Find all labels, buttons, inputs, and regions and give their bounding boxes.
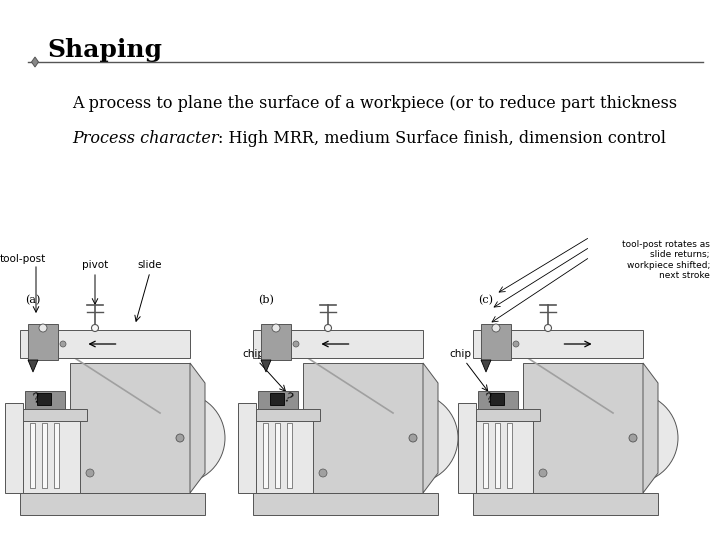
FancyBboxPatch shape: [473, 493, 658, 515]
Text: ?: ?: [283, 392, 293, 406]
FancyBboxPatch shape: [54, 423, 59, 488]
Circle shape: [135, 393, 225, 483]
FancyBboxPatch shape: [261, 324, 291, 360]
Polygon shape: [28, 360, 38, 372]
Text: : High MRR, medium Surface finish, dimension control: : High MRR, medium Surface finish, dimen…: [218, 130, 667, 147]
Circle shape: [293, 341, 299, 347]
FancyBboxPatch shape: [30, 423, 35, 488]
FancyBboxPatch shape: [28, 324, 58, 360]
FancyBboxPatch shape: [473, 330, 643, 358]
Circle shape: [176, 434, 184, 442]
Circle shape: [544, 325, 552, 332]
FancyBboxPatch shape: [263, 423, 268, 488]
FancyBboxPatch shape: [20, 330, 190, 358]
FancyBboxPatch shape: [523, 363, 643, 493]
Text: A process to plane the surface of a workpiece (or to reduce part thickness: A process to plane the surface of a work…: [72, 95, 677, 112]
Text: (c): (c): [478, 295, 493, 305]
FancyBboxPatch shape: [465, 409, 540, 421]
FancyBboxPatch shape: [483, 423, 488, 488]
FancyBboxPatch shape: [258, 391, 298, 409]
Circle shape: [409, 434, 417, 442]
Polygon shape: [423, 363, 438, 493]
FancyBboxPatch shape: [245, 409, 320, 421]
FancyBboxPatch shape: [495, 423, 500, 488]
Polygon shape: [643, 363, 658, 493]
FancyBboxPatch shape: [25, 391, 65, 409]
Text: chip: chip: [449, 349, 471, 359]
FancyBboxPatch shape: [275, 423, 280, 488]
Text: tool-post rotates as
slide returns;
workpiece shifted;
next stroke: tool-post rotates as slide returns; work…: [622, 240, 710, 280]
FancyBboxPatch shape: [481, 324, 511, 360]
FancyBboxPatch shape: [37, 393, 51, 405]
Circle shape: [325, 325, 331, 332]
Text: tool-post: tool-post: [0, 254, 46, 264]
FancyBboxPatch shape: [253, 413, 313, 493]
FancyBboxPatch shape: [70, 363, 190, 493]
Polygon shape: [261, 360, 271, 372]
FancyBboxPatch shape: [507, 423, 512, 488]
Text: pivot: pivot: [82, 260, 108, 270]
FancyBboxPatch shape: [20, 493, 205, 515]
FancyBboxPatch shape: [253, 493, 438, 515]
Text: Process character: Process character: [72, 130, 218, 147]
FancyBboxPatch shape: [12, 409, 87, 421]
Circle shape: [368, 393, 458, 483]
Circle shape: [588, 393, 678, 483]
Circle shape: [272, 324, 280, 332]
FancyBboxPatch shape: [303, 363, 423, 493]
FancyBboxPatch shape: [5, 403, 23, 493]
Text: (a): (a): [25, 295, 40, 305]
Circle shape: [60, 341, 66, 347]
Text: slide: slide: [138, 260, 162, 270]
FancyBboxPatch shape: [238, 403, 256, 493]
Text: (b): (b): [258, 295, 274, 305]
FancyBboxPatch shape: [458, 403, 476, 493]
Text: Shaping: Shaping: [47, 38, 162, 62]
Circle shape: [629, 434, 637, 442]
FancyBboxPatch shape: [42, 423, 47, 488]
FancyBboxPatch shape: [478, 391, 518, 409]
Text: chip: chip: [242, 349, 264, 359]
FancyBboxPatch shape: [473, 413, 533, 493]
Text: ?: ?: [485, 392, 495, 406]
Circle shape: [86, 469, 94, 477]
Circle shape: [91, 325, 99, 332]
FancyBboxPatch shape: [253, 330, 423, 358]
Polygon shape: [481, 360, 491, 372]
Circle shape: [39, 324, 47, 332]
Circle shape: [539, 469, 547, 477]
Polygon shape: [190, 363, 205, 493]
Text: ?: ?: [32, 392, 42, 406]
FancyBboxPatch shape: [270, 393, 284, 405]
Circle shape: [492, 324, 500, 332]
Circle shape: [319, 469, 327, 477]
FancyBboxPatch shape: [20, 413, 80, 493]
FancyBboxPatch shape: [287, 423, 292, 488]
FancyBboxPatch shape: [490, 393, 504, 405]
Polygon shape: [32, 57, 38, 67]
Circle shape: [513, 341, 519, 347]
